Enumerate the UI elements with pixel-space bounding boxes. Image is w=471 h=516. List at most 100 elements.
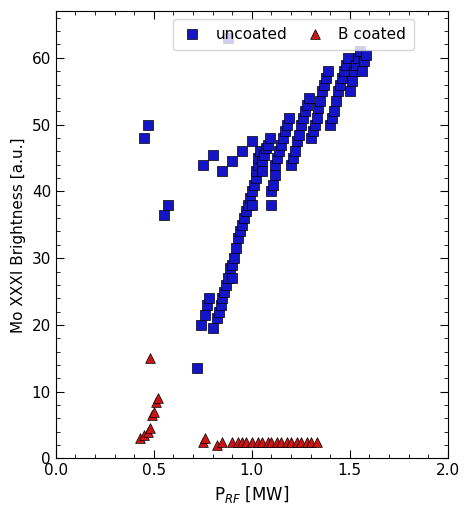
- uncoated: [209, 324, 217, 332]
- uncoated: [348, 77, 356, 85]
- uncoated: [315, 104, 322, 112]
- uncoated: [235, 234, 242, 242]
- uncoated: [254, 160, 261, 169]
- uncoated: [301, 107, 309, 116]
- uncoated: [197, 321, 205, 329]
- uncoated: [246, 194, 254, 202]
- uncoated: [232, 244, 240, 252]
- uncoated: [319, 87, 326, 95]
- uncoated: [209, 151, 217, 159]
- uncoated: [217, 301, 224, 309]
- uncoated: [281, 127, 289, 135]
- uncoated: [238, 221, 246, 229]
- uncoated: [240, 214, 248, 222]
- uncoated: [230, 254, 238, 262]
- uncoated: [291, 147, 299, 155]
- uncoated: [333, 97, 340, 105]
- B coated: [293, 438, 300, 446]
- uncoated: [223, 281, 230, 289]
- uncoated: [244, 201, 252, 209]
- uncoated: [285, 114, 293, 122]
- uncoated: [256, 147, 263, 155]
- uncoated: [330, 107, 338, 116]
- B coated: [277, 438, 285, 446]
- uncoated: [303, 101, 310, 109]
- B coated: [199, 438, 207, 446]
- uncoated: [164, 201, 171, 209]
- uncoated: [228, 157, 236, 166]
- uncoated: [295, 131, 303, 139]
- B coated: [150, 408, 158, 416]
- uncoated: [321, 80, 328, 89]
- uncoated: [354, 54, 361, 62]
- uncoated: [362, 51, 369, 59]
- B coated: [264, 438, 271, 446]
- uncoated: [334, 87, 342, 95]
- uncoated: [299, 114, 307, 122]
- uncoated: [250, 181, 258, 189]
- B coated: [287, 438, 295, 446]
- uncoated: [317, 97, 324, 105]
- uncoated: [277, 140, 285, 149]
- uncoated: [260, 151, 268, 159]
- B coated: [201, 434, 209, 443]
- uncoated: [252, 174, 260, 182]
- uncoated: [236, 228, 244, 236]
- uncoated: [342, 60, 349, 69]
- uncoated: [228, 274, 236, 282]
- uncoated: [326, 121, 334, 129]
- uncoated: [203, 301, 211, 309]
- B coated: [146, 354, 154, 362]
- uncoated: [325, 67, 332, 75]
- uncoated: [360, 57, 367, 66]
- uncoated: [274, 154, 281, 162]
- uncoated: [279, 134, 287, 142]
- uncoated: [205, 294, 212, 302]
- uncoated: [160, 211, 168, 219]
- B coated: [152, 398, 160, 406]
- uncoated: [225, 34, 232, 42]
- B coated: [144, 428, 152, 436]
- B coated: [137, 434, 144, 443]
- uncoated: [289, 154, 297, 162]
- uncoated: [293, 137, 300, 146]
- uncoated: [346, 87, 354, 95]
- uncoated: [219, 294, 226, 302]
- B coated: [146, 424, 154, 432]
- uncoated: [225, 274, 232, 282]
- uncoated: [199, 160, 207, 169]
- uncoated: [358, 67, 365, 75]
- uncoated: [193, 364, 201, 373]
- uncoated: [227, 264, 234, 272]
- uncoated: [336, 80, 344, 89]
- uncoated: [254, 154, 261, 162]
- uncoated: [248, 201, 256, 209]
- uncoated: [287, 160, 295, 169]
- uncoated: [242, 207, 250, 216]
- B coated: [148, 411, 156, 419]
- B coated: [274, 438, 281, 446]
- B coated: [268, 438, 275, 446]
- B coated: [307, 438, 315, 446]
- uncoated: [213, 314, 220, 322]
- B coated: [258, 438, 266, 446]
- uncoated: [272, 160, 279, 169]
- uncoated: [144, 121, 152, 129]
- uncoated: [219, 167, 226, 175]
- B coated: [235, 438, 242, 446]
- uncoated: [323, 74, 330, 82]
- B coated: [284, 438, 291, 446]
- uncoated: [313, 114, 320, 122]
- uncoated: [276, 147, 283, 155]
- B coated: [238, 438, 246, 446]
- B coated: [303, 438, 310, 446]
- B coated: [228, 438, 236, 446]
- uncoated: [338, 74, 346, 82]
- uncoated: [352, 60, 359, 69]
- uncoated: [140, 134, 148, 142]
- B coated: [154, 394, 162, 402]
- uncoated: [266, 134, 273, 142]
- uncoated: [201, 311, 209, 319]
- uncoated: [309, 127, 317, 135]
- uncoated: [328, 114, 336, 122]
